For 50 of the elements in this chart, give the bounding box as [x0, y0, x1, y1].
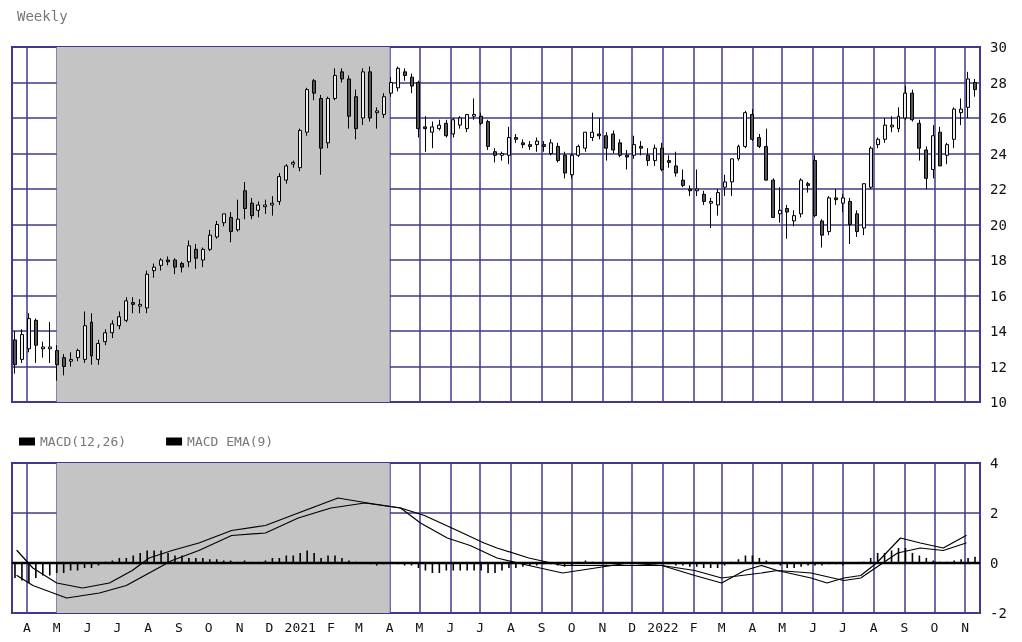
x-tick-label: J [113, 620, 122, 635]
x-tick-label: S [900, 620, 909, 635]
y-tick-label: 2 [990, 505, 999, 521]
x-tick-label: A [748, 620, 757, 635]
x-tick-label: N [961, 620, 970, 635]
x-tick-label: M [778, 620, 787, 635]
y-tick-label: 30 [990, 39, 1007, 55]
x-tick-label: F [327, 620, 336, 635]
x-tick-label: N [598, 620, 607, 635]
x-tick-label: A [144, 620, 153, 635]
x-tick-label: F [689, 620, 698, 635]
x-tick-label: J [83, 620, 92, 635]
y-tick-label: 4 [990, 455, 999, 471]
x-tick-label: 2022 [647, 620, 679, 635]
y-tick-label: 18 [990, 252, 1007, 268]
x-tick-label: A [22, 620, 31, 635]
y-tick-label: 0 [990, 555, 999, 571]
y-tick-label: 28 [990, 74, 1007, 91]
x-tick-label: S [175, 620, 183, 635]
x-tick-label: S [537, 620, 546, 635]
x-tick-label: M [52, 620, 61, 635]
x-tick-label: O [930, 620, 939, 635]
x-tick-label: O [204, 620, 213, 635]
y-tick-label: 14 [990, 323, 1007, 339]
y-tick-label: 22 [990, 181, 1007, 197]
y-tick-label: 26 [990, 110, 1007, 126]
x-tick-label: A [869, 620, 878, 635]
x-tick-label: M [717, 620, 726, 635]
x-tick-label: J [476, 620, 485, 635]
y-tick-label: 20 [990, 216, 1007, 233]
x-tick-label: D [265, 620, 274, 635]
legend-label: MACD(12,26) [40, 434, 127, 449]
x-tick-label: O [567, 620, 576, 635]
x-tick-label: A [506, 620, 515, 635]
x-tick-label: J [809, 620, 817, 635]
x-tick-label: N [235, 620, 244, 635]
x-tick-label: J [838, 620, 847, 635]
x-tick-label: M [415, 620, 424, 635]
chart-title: Weekly [17, 8, 68, 24]
x-tick-label: D [628, 620, 637, 635]
legend-label: MACD EMA(9) [187, 434, 274, 449]
x-tick-label: 2021 [284, 620, 316, 635]
y-tick-label: -2 [990, 605, 1007, 621]
y-tick-label: 12 [990, 358, 1007, 375]
y-tick-label: 24 [990, 145, 1007, 162]
x-tick-label: J [446, 620, 455, 635]
y-tick-label: 16 [990, 287, 1007, 304]
x-tick-label: A [385, 620, 394, 635]
y-tick-label: 10 [990, 394, 1007, 410]
x-tick-label: M [354, 620, 363, 635]
